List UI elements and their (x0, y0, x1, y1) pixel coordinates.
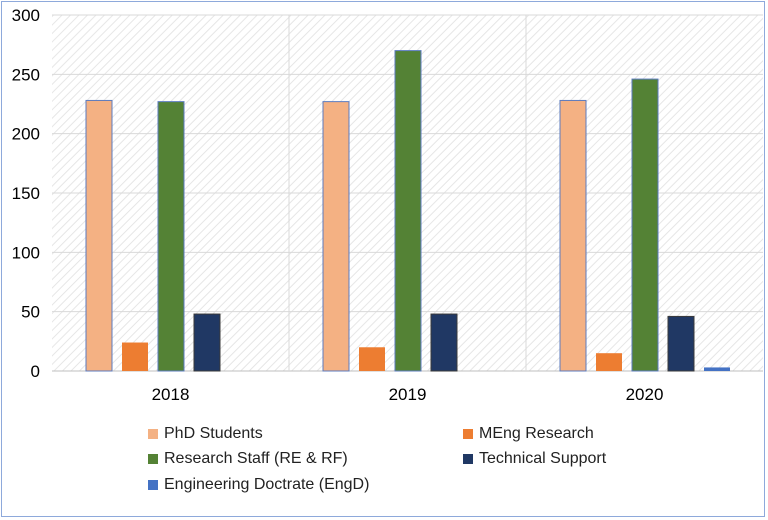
bar-phd-students (559, 99, 587, 372)
bar-research-staff-re-rf- (631, 78, 659, 372)
y-tick-label: 100 (12, 243, 40, 262)
bar-phd-students (85, 99, 113, 372)
y-tick-label: 250 (12, 65, 40, 84)
bar-engineering-doctrate-engd- (704, 367, 730, 371)
legend-label: Research Staff (RE & RF) (164, 450, 348, 467)
y-tick-label: 150 (12, 184, 40, 203)
legend-label: Engineering Doctrate (EngD) (164, 476, 370, 493)
legend-swatch (148, 429, 158, 439)
legend-item: MEng Research (463, 425, 594, 443)
bar-meng-research (359, 347, 385, 371)
bar-technical-support (667, 315, 695, 372)
legend-label: PhD Students (164, 425, 263, 442)
y-tick-label: 300 (12, 6, 40, 25)
legend-swatch (463, 454, 473, 464)
y-tick-label: 0 (31, 362, 40, 381)
x-tick-label: 2020 (626, 385, 664, 404)
x-tick-label: 2019 (389, 385, 427, 404)
legend-swatch (148, 454, 158, 464)
bar-phd-students (322, 101, 350, 372)
bar-technical-support (193, 313, 221, 372)
bar-research-staff-re-rf- (394, 50, 422, 372)
legend-swatch (463, 429, 473, 439)
y-tick-label: 200 (12, 125, 40, 144)
legend-item: Engineering Doctrate (EngD) (148, 476, 369, 494)
legend-swatch (148, 480, 158, 490)
bar-meng-research (596, 353, 622, 371)
legend-label: Technical Support (479, 450, 607, 467)
legend-item: PhD Students (148, 425, 263, 443)
bar-technical-support (430, 313, 458, 372)
bar-research-staff-re-rf- (157, 101, 185, 372)
bar-meng-research (122, 342, 148, 371)
y-tick-label: 50 (21, 303, 40, 322)
legend-item: Technical Support (463, 450, 606, 468)
legend-label: MEng Research (479, 425, 594, 442)
legend-item: Research Staff (RE & RF) (148, 450, 348, 468)
x-tick-label: 2018 (152, 385, 190, 404)
